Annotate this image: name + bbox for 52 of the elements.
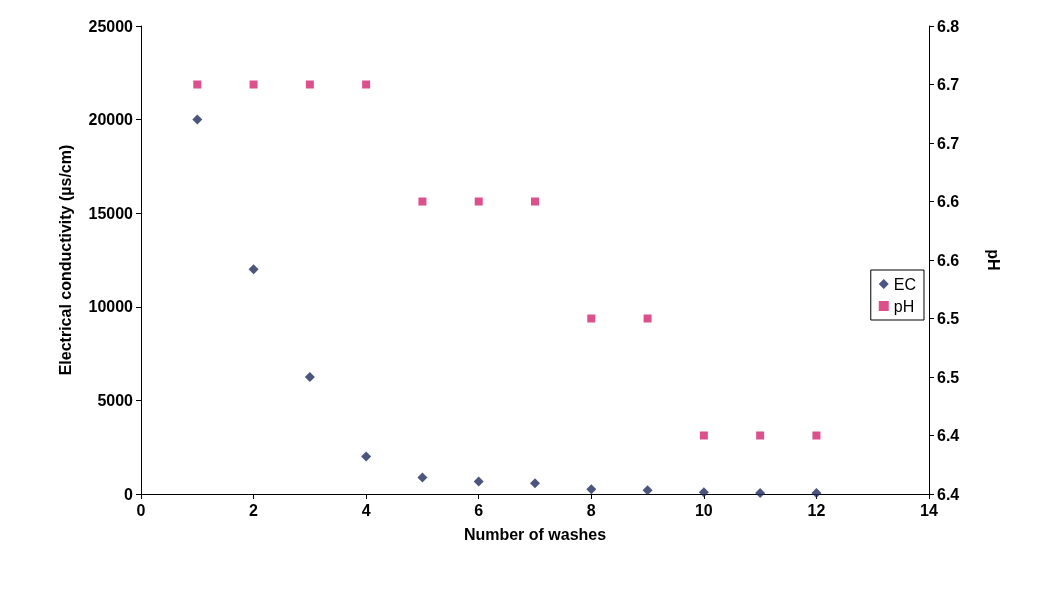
- y-tick-label: 25000: [88, 17, 134, 35]
- point: [755, 488, 766, 499]
- point: [698, 487, 709, 498]
- y-tick-label: 10000: [88, 298, 134, 316]
- point: [756, 431, 765, 440]
- x-tick-label: 0: [136, 501, 146, 519]
- x-tick-label: 4: [361, 501, 371, 519]
- x-axis-title: Number of washes: [463, 525, 607, 543]
- x-tick-label: 12: [807, 501, 826, 519]
- point: [361, 451, 372, 462]
- point: [811, 488, 822, 499]
- point: [362, 80, 371, 89]
- legend-label: pH: [893, 297, 915, 315]
- point: [531, 197, 539, 206]
- x-tick-label: 2: [249, 501, 259, 519]
- y2-tick-label: 6.6: [937, 251, 960, 269]
- point: [587, 314, 596, 323]
- point: [248, 264, 259, 275]
- y2-tick-label: 6.6: [937, 193, 960, 210]
- point: [249, 80, 258, 89]
- x-tick-label: 10: [694, 501, 713, 519]
- point: [643, 314, 652, 323]
- point: [473, 476, 484, 487]
- point: [586, 484, 597, 495]
- y2-tick-label: 6.5: [937, 310, 960, 327]
- y2-tick-label: 6.8: [937, 17, 960, 35]
- y2-tick-label: 6.4: [937, 427, 960, 444]
- y2-tick-label: 6.7: [937, 76, 960, 93]
- point: [642, 485, 653, 496]
- point: [699, 431, 708, 440]
- point: [530, 478, 540, 489]
- point: [812, 431, 821, 440]
- y-tick-label: 20000: [88, 111, 134, 129]
- x-tick-label: 14: [920, 501, 938, 519]
- x-tick-label: 8: [586, 501, 596, 519]
- legend-label: EC: [893, 275, 917, 293]
- x-tick-label: 6: [474, 501, 484, 519]
- y-tick-label: 5000: [97, 391, 134, 409]
- point: [193, 80, 202, 89]
- point: [417, 472, 428, 483]
- point: [192, 114, 203, 125]
- y2-tick-label: 6.5: [937, 368, 960, 386]
- y-axis-title: Electrical conductivity (µs/cm): [56, 144, 74, 376]
- y2-tick-label: 6.4: [937, 485, 960, 503]
- y2-axis-title: pH: [984, 249, 1002, 271]
- y2-tick-label: 6.7: [937, 134, 960, 152]
- point: [304, 372, 315, 382]
- y-tick-label: 15000: [88, 204, 134, 222]
- point: [305, 80, 314, 89]
- y-tick-label: 0: [124, 485, 134, 503]
- point: [418, 197, 427, 206]
- point: [474, 197, 483, 206]
